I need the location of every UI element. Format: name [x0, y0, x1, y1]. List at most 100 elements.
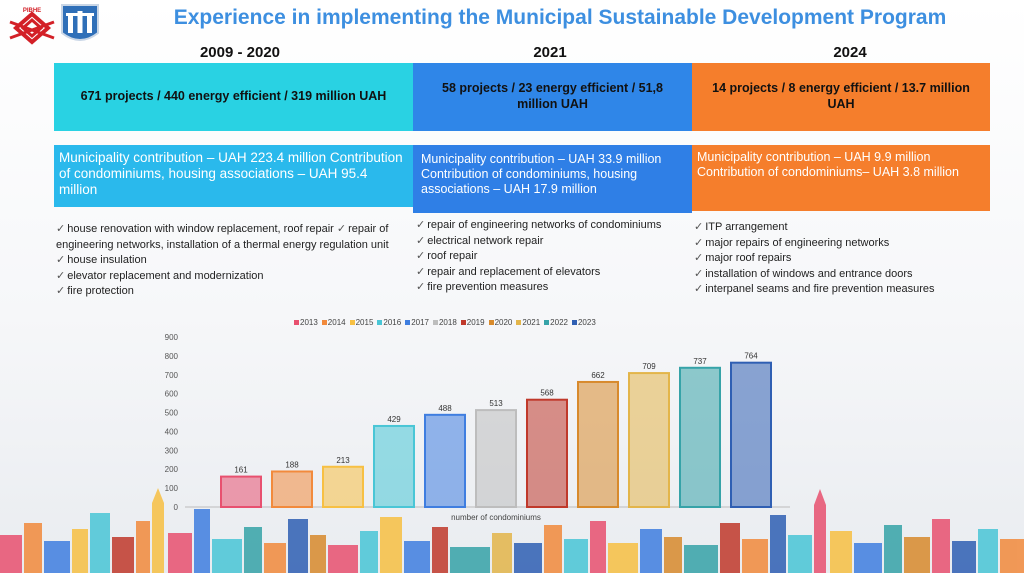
list-item: ✓ major repairs of engineering networks: [694, 236, 890, 249]
x-axis-label: number of condominiums: [451, 513, 541, 522]
data-label-2019: 568: [540, 389, 554, 398]
legend-label: 2018: [438, 318, 457, 327]
list-item: ✓ interpanel seams and fire prevention me…: [694, 283, 935, 295]
page-title: Experience in implementing the Municipal…: [173, 6, 947, 29]
legend-label: 2019: [466, 318, 485, 327]
list-item: ✓ house insulation: [56, 254, 147, 266]
city-coat-of-arms-logo: РІВНЕ: [9, 8, 55, 45]
checkmark-icon: ✓: [56, 254, 66, 266]
list-item: ✓ repair and replacement of elevators: [416, 265, 601, 278]
checkmark-icon: ✓: [56, 269, 66, 282]
y-tick-label: 900: [165, 333, 179, 342]
legend-item-2019: 2019: [460, 318, 485, 327]
checkmark-icon: ✓: [56, 285, 66, 297]
y-tick-label: 500: [165, 409, 179, 418]
legend-item-2014: 2014: [321, 318, 346, 327]
bar-2022: [679, 366, 721, 508]
legend-swatch: [349, 320, 355, 325]
logo-text: РІВНЕ: [23, 8, 41, 14]
checkmark-icon: ✓: [694, 236, 704, 249]
bar-2023: [730, 361, 772, 509]
list-item: ✓ electrical network repair: [416, 234, 544, 247]
data-label-2016: 429: [387, 415, 401, 424]
bar-2015: [322, 465, 364, 508]
bar-2014: [271, 470, 313, 509]
list-item: ✓ ITP arrangement: [694, 221, 788, 233]
legend-label: 2016: [383, 318, 402, 327]
bar-2019: [526, 398, 568, 509]
measures-list-2021: ✓ repair of engineering networks of condo…: [416, 218, 686, 296]
data-label-2013: 161: [234, 466, 248, 475]
legend-item-2022: 2022: [544, 318, 568, 327]
checkmark-icon: ✓: [416, 234, 426, 247]
list-item: ✓ fire protection: [56, 285, 134, 297]
year-heading-2021: 2021: [533, 44, 567, 61]
bar-2016: [373, 424, 415, 509]
bar-2017: [424, 413, 466, 509]
legend-swatch: [405, 320, 411, 325]
legend-swatch: [294, 320, 299, 325]
legend-swatch: [460, 320, 466, 325]
checkmark-icon: ✓: [694, 221, 704, 233]
data-label-2020: 662: [591, 371, 605, 380]
data-label-2018: 513: [489, 399, 503, 408]
list-item: ✓ roof repair: [416, 250, 478, 262]
legend-item-2021: 2021: [516, 318, 540, 327]
legend-label: 2013: [300, 318, 318, 327]
data-label-2022: 737: [693, 357, 707, 366]
legend-label: 2022: [550, 318, 568, 327]
legend-item-2016: 2016: [377, 318, 401, 327]
checkmark-icon: ✓: [416, 265, 426, 278]
checkmark-icon: ✓: [416, 219, 426, 231]
legend-swatch: [321, 320, 327, 325]
y-tick-label: 0: [174, 503, 179, 512]
data-label-2021: 709: [642, 362, 656, 371]
legend-swatch: [516, 320, 522, 325]
measures-list-2024: ✓ ITP arrangement ✓ major repairs of engin…: [694, 220, 994, 298]
checkmark-icon: ✓: [56, 223, 66, 235]
checkmark-icon: ✓: [416, 250, 426, 262]
y-tick-label: 800: [165, 352, 179, 361]
contribution-box-2009-2020: Municipality contribution – UAH 223.4 mi…: [54, 145, 413, 207]
legend-swatch: [488, 320, 494, 325]
year-heading-2009-2020: 2009 - 2020: [199, 44, 281, 61]
legend-label: 2017: [411, 318, 429, 327]
list-item: ✓ installation of windows and entrance do…: [694, 267, 913, 280]
legend-item-2020: 2020: [488, 318, 513, 327]
y-tick-label: 200: [165, 465, 179, 474]
y-tick-label: 300: [165, 446, 179, 455]
chart-legend: 2013 2014 2015 2016 2017 2018 2019 2020 2021 2022…: [294, 318, 596, 327]
bar-2018: [475, 409, 517, 509]
y-tick-label: 100: [165, 484, 179, 493]
y-tick-label: 700: [165, 371, 179, 380]
y-tick-label: 600: [165, 390, 179, 399]
legend-label: 2020: [494, 318, 513, 327]
summary-box-2024: 14 projects / 8 energy efficient / 13.7 …: [692, 63, 990, 131]
legend-swatch: [544, 320, 550, 325]
legend-label: 2014: [327, 318, 346, 327]
summary-box-2009-2020: 671 projects / 440 energy efficient / 31…: [54, 63, 413, 131]
checkmark-icon: ✓: [694, 283, 704, 295]
legend-swatch: [571, 320, 577, 325]
contribution-box-2024: Municipality contribution – UAH 9.9 mill…: [692, 145, 990, 211]
bar-2020: [577, 380, 619, 509]
city-emblem-logo: [61, 4, 99, 41]
bar-2021: [628, 372, 670, 509]
legend-item-2013: 2013: [294, 318, 318, 327]
checkmark-icon: ✓: [416, 281, 426, 293]
legend-item-2023: 2023: [571, 318, 596, 327]
measures-list-2009-2020: ✓ house renovation with window replacemen…: [56, 222, 406, 300]
data-label-2014: 188: [285, 460, 299, 469]
legend-label: 2023: [577, 318, 596, 327]
legend-item-2015: 2015: [349, 318, 373, 327]
legend-swatch: [377, 320, 383, 325]
list-item: ✓ major roof repairs: [694, 252, 792, 264]
bar-2013: [220, 475, 262, 509]
data-label-2015: 213: [336, 456, 350, 465]
list-item: ✓ fire prevention measures: [416, 281, 549, 293]
checkmark-icon: ✓: [694, 252, 704, 264]
legend-item-2018: 2018: [432, 318, 457, 327]
year-heading-2024: 2024: [833, 44, 867, 61]
summary-box-2021: 58 projects / 23 energy efficient / 51,8…: [413, 63, 692, 131]
